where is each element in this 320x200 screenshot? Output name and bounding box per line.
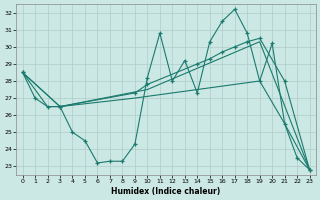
X-axis label: Humidex (Indice chaleur): Humidex (Indice chaleur): [111, 187, 221, 196]
